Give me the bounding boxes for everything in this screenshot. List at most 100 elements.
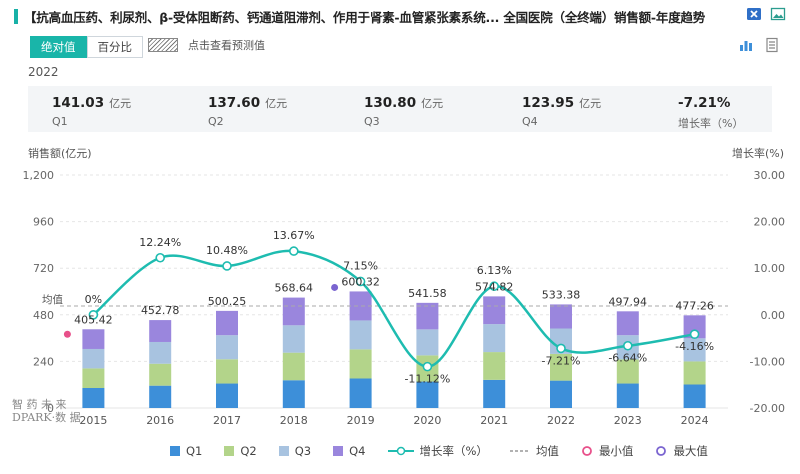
growth-point	[288, 246, 299, 256]
bar-segment	[349, 349, 372, 379]
predict-toggle[interactable]: 点击查看预测值	[148, 37, 265, 53]
bar-segment	[683, 384, 706, 408]
y-left-tick-label: 720	[33, 262, 54, 275]
average-label: 均值	[42, 293, 63, 306]
summary-label: 增长率（%）	[678, 117, 744, 130]
growth-point	[155, 252, 165, 263]
bar-segment	[550, 328, 572, 354]
bar-segment	[149, 385, 172, 408]
y-right-tick-label: 30.00	[754, 169, 786, 182]
legend-swatch	[278, 446, 289, 456]
predict-label: 点击查看预测值	[188, 39, 265, 52]
image-icon[interactable]	[770, 6, 786, 22]
x-tick-label: 2019	[347, 414, 375, 427]
bar-segment	[216, 335, 238, 360]
legend-label: Q2	[240, 444, 257, 458]
legend-growth[interactable]: 增长率（%）	[387, 443, 488, 459]
x-tick-label: 2018	[280, 414, 308, 427]
growth-label: 7.15%	[343, 259, 378, 272]
x-tick-label: 2020	[413, 414, 441, 427]
summary-growth: -7.21% 增长率（%）	[678, 92, 743, 131]
summary-unit: 亿元	[109, 97, 132, 110]
summary-value: 141.03	[52, 95, 105, 111]
total-label: 533.38	[542, 288, 581, 301]
growth-label: -4.16%	[675, 340, 714, 353]
legend-label: 最大值	[673, 444, 708, 458]
growth-point	[689, 329, 700, 339]
growth-point	[422, 361, 433, 372]
y-left-title: 销售额(亿元)	[28, 147, 92, 160]
title-bar: 【抗高血压药、利尿剂、β-受体阻断药、钙通道阻滞剂、作用于肾素-血管紧张素系统.…	[0, 0, 800, 32]
growth-label: 13.67%	[273, 229, 315, 242]
excel-icon[interactable]	[746, 6, 762, 22]
bar-chart-icon[interactable]	[738, 37, 754, 53]
summary-q2: 137.60 亿元 Q2	[208, 92, 287, 128]
legend-q4[interactable]: Q4	[333, 444, 366, 458]
y-right-tick-label: 20.00	[754, 216, 786, 229]
growth-point	[622, 340, 633, 351]
summary-q1: 141.03 亿元 Q1	[52, 92, 131, 128]
max-swatch-icon	[656, 446, 667, 456]
y-right-tick-label: -10.00	[750, 355, 785, 368]
bar-segment	[216, 310, 238, 336]
bar-segment	[683, 315, 706, 339]
growth-label: 6.13%	[477, 264, 512, 277]
legend-label: Q3	[294, 444, 312, 458]
growth-label: -6.64%	[608, 352, 647, 365]
y-left-tick-label: 1,200	[23, 169, 55, 182]
bar-segment	[82, 368, 105, 389]
legend-q2[interactable]: Q2	[224, 444, 257, 458]
watermark-line: DPARK·数 据	[12, 411, 81, 424]
tab-percent[interactable]: 百分比	[86, 36, 143, 58]
legend-max[interactable]: 最大值	[655, 443, 708, 459]
y-left-tick-label: 0	[47, 402, 54, 415]
legend-swatch	[224, 446, 235, 456]
bar-segment	[282, 352, 305, 381]
x-tick-label: 2016	[146, 414, 174, 427]
x-tick-label: 2022	[547, 414, 575, 427]
summary-value: -7.21%	[678, 95, 731, 111]
legend-q1[interactable]: Q1	[170, 444, 202, 458]
bar-segment	[416, 381, 439, 408]
bar-segment	[616, 383, 639, 408]
bar-segment	[216, 359, 238, 384]
summary-year: 2022	[28, 65, 59, 79]
view-icons	[738, 37, 780, 53]
table-icon[interactable]	[764, 37, 780, 53]
total-label: 600.32	[341, 275, 380, 288]
tab-absolute[interactable]: 绝对值	[30, 36, 87, 58]
legend-min[interactable]: 最小值	[581, 443, 634, 459]
bar-segment	[282, 297, 305, 326]
bar-segment	[416, 329, 439, 356]
summary-label: Q1	[52, 115, 68, 128]
growth-line	[92, 249, 695, 368]
total-label: 500.25	[208, 295, 247, 308]
legend-swatch	[170, 446, 180, 456]
legend-label: 最小值	[598, 444, 634, 458]
summary-q4: 123.95 亿元 Q4	[522, 92, 601, 128]
chart-title: 【抗高血压药、利尿剂、β-受体阻断药、钙通道阻滞剂、作用于肾素-血管紧张素系统.…	[24, 10, 706, 25]
min-marker	[63, 330, 71, 338]
growth-label: -11.12%	[404, 373, 450, 386]
bar-segment	[282, 380, 305, 408]
growth-point	[489, 281, 500, 292]
watermark-line: 智 药 未 来	[12, 398, 67, 411]
legend-label: 增长率（%）	[419, 444, 488, 458]
x-tick-label: 2017	[213, 414, 241, 427]
summary-value: 137.60	[208, 95, 261, 111]
bar-segment	[82, 388, 105, 408]
growth-point	[88, 309, 99, 320]
hatch-icon	[148, 38, 178, 52]
total-label: 452.78	[141, 304, 180, 317]
summary-unit: 亿元	[421, 97, 444, 110]
legend-q3[interactable]: Q3	[278, 444, 312, 458]
summary-label: Q2	[208, 115, 224, 128]
bar-segment	[82, 348, 105, 369]
total-label: 477.26	[675, 299, 714, 312]
growth-point	[556, 343, 566, 354]
growth-label: 12.24%	[139, 236, 181, 249]
bar-segment	[216, 383, 238, 408]
y-left-tick-label: 480	[33, 309, 54, 322]
growth-label: 0%	[85, 293, 102, 306]
legend-average[interactable]: 均值	[509, 443, 559, 459]
